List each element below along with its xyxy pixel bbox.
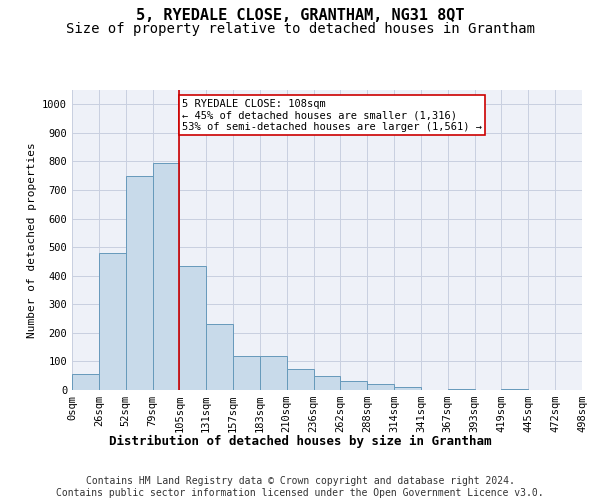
Bar — [394, 387, 421, 390]
Y-axis label: Number of detached properties: Number of detached properties — [26, 142, 37, 338]
Bar — [260, 356, 287, 390]
Bar — [448, 388, 475, 390]
Text: Contains HM Land Registry data © Crown copyright and database right 2024.
Contai: Contains HM Land Registry data © Crown c… — [56, 476, 544, 498]
Bar — [206, 324, 233, 390]
Bar — [340, 382, 367, 390]
Text: Distribution of detached houses by size in Grantham: Distribution of detached houses by size … — [109, 435, 491, 448]
Bar — [314, 376, 340, 390]
Bar — [502, 388, 529, 390]
Bar — [179, 266, 206, 390]
Bar — [125, 176, 152, 390]
Bar — [287, 368, 314, 390]
Text: 5 RYEDALE CLOSE: 108sqm
← 45% of detached houses are smaller (1,316)
53% of semi: 5 RYEDALE CLOSE: 108sqm ← 45% of detache… — [182, 98, 482, 132]
Text: 5, RYEDALE CLOSE, GRANTHAM, NG31 8QT: 5, RYEDALE CLOSE, GRANTHAM, NG31 8QT — [136, 8, 464, 22]
Bar — [99, 253, 125, 390]
Bar — [233, 356, 260, 390]
Bar — [72, 374, 99, 390]
Text: Size of property relative to detached houses in Grantham: Size of property relative to detached ho… — [65, 22, 535, 36]
Bar — [367, 384, 394, 390]
Bar — [152, 163, 179, 390]
